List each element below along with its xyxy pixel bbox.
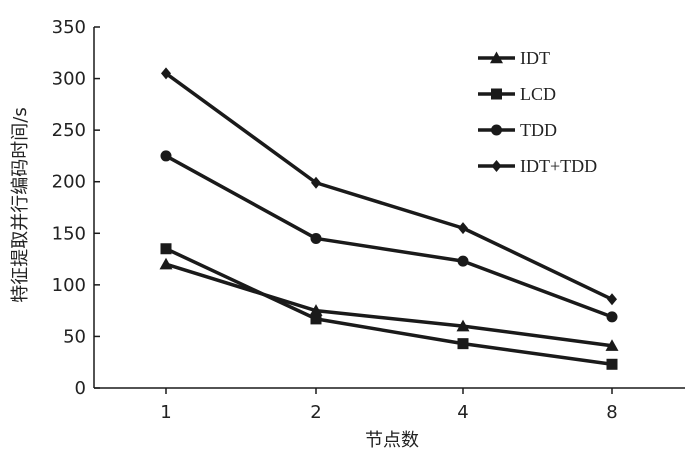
data-point-lcd <box>606 358 618 370</box>
data-point-tdd <box>457 255 469 267</box>
y-tick-label: 0 <box>75 378 86 399</box>
legend-label: IDT <box>520 48 550 68</box>
legend-label: IDT+TDD <box>520 156 597 176</box>
series-idt-tdd <box>161 67 617 306</box>
data-point-idt <box>159 257 173 270</box>
legend-swatch-marker <box>491 160 502 172</box>
x-tick-label: 8 <box>606 402 617 423</box>
y-axis-ticks: 0 50 100 150 200 250 300 350 <box>52 17 100 399</box>
series-line-idt <box>165 262 613 348</box>
x-axis-title: 节点数 <box>365 430 419 451</box>
x-tick-label: 2 <box>310 402 321 423</box>
y-tick-label: 250 <box>52 120 86 141</box>
legend-swatch-marker <box>490 51 503 64</box>
series-layer <box>159 67 619 370</box>
series-lcd <box>160 243 618 370</box>
legend-label: LCD <box>520 84 556 104</box>
legend: IDT LCD TDD IDT+TDD <box>478 48 597 176</box>
data-point-idt-tdd <box>607 293 617 306</box>
y-tick-label: 200 <box>52 172 86 193</box>
y-tick-label: 100 <box>52 275 86 296</box>
legend-swatch-marker <box>491 88 502 100</box>
data-point-idt <box>309 304 323 316</box>
y-tick-label: 150 <box>52 223 86 244</box>
series-line-lcd <box>165 247 613 367</box>
data-point-idt-tdd <box>161 67 171 80</box>
data-point-idt-tdd <box>311 176 321 189</box>
legend-item-tdd: TDD <box>478 120 557 140</box>
data-point-tdd <box>606 311 618 323</box>
data-point-idt-tdd <box>458 222 468 235</box>
y-tick-label: 300 <box>52 69 86 90</box>
data-point-tdd <box>310 232 322 244</box>
series-line-tdd <box>165 154 613 319</box>
data-point-tdd <box>160 150 172 162</box>
series-line-idt-tdd <box>164 72 613 301</box>
legend-label: TDD <box>520 120 557 140</box>
y-tick-label: 350 <box>52 17 86 38</box>
axes <box>93 27 685 389</box>
data-point-lcd <box>160 243 172 255</box>
legend-item-lcd: LCD <box>478 84 556 104</box>
x-tick-label: 1 <box>160 402 171 423</box>
series-idt <box>159 257 619 351</box>
y-tick-label: 50 <box>63 326 86 347</box>
data-point-lcd <box>310 313 322 325</box>
data-point-lcd <box>457 338 469 350</box>
legend-swatch-marker <box>491 124 502 136</box>
x-tick-label: 4 <box>457 402 468 423</box>
series-tdd <box>160 150 618 323</box>
data-point-idt <box>605 339 619 351</box>
legend-item-idt-tdd: IDT+TDD <box>478 156 597 176</box>
data-point-idt <box>456 319 470 332</box>
x-axis-ticks: 1 2 4 8 <box>160 388 618 423</box>
legend-item-idt: IDT <box>478 48 550 68</box>
y-axis-title: 特征提取并行编码时间/s <box>10 107 31 302</box>
